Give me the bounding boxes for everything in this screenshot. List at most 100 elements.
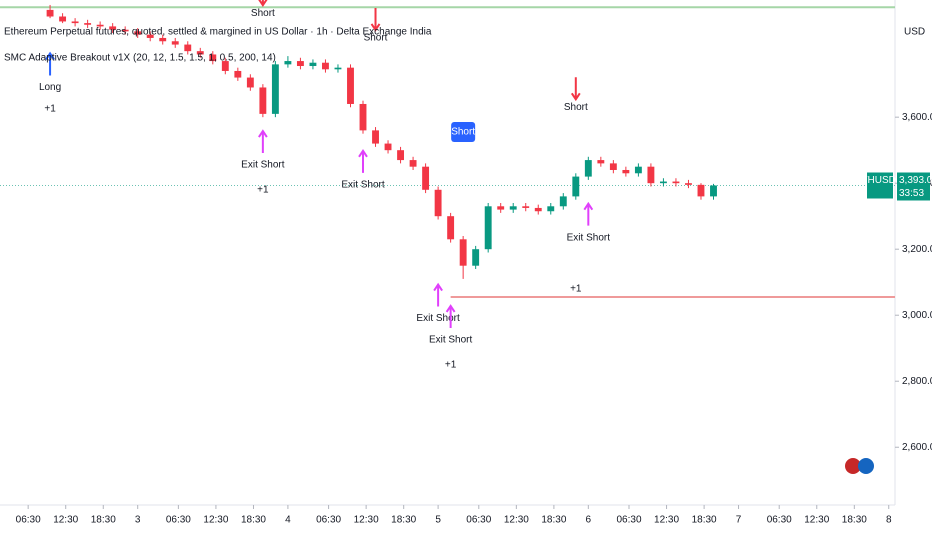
x-tick-label: 18:30 (842, 515, 867, 526)
x-tick-label: 06:30 (616, 515, 641, 526)
candle-body (59, 16, 67, 22)
x-tick-label: 7 (736, 515, 742, 526)
signal-arrow (370, 7, 381, 32)
signal-label: +1 (445, 359, 457, 370)
candle-body (622, 169, 630, 174)
y-tick-label: 3,200.00 (902, 244, 932, 255)
candle-body (422, 166, 430, 190)
candle-body (146, 34, 154, 38)
x-tick-label: 18:30 (91, 515, 116, 526)
x-tick-label: 18:30 (241, 515, 266, 526)
flag-icon (858, 458, 874, 474)
signal-arrow (258, 129, 268, 154)
candle-body (209, 54, 217, 62)
candle-body (547, 206, 555, 212)
symbol-tag (867, 172, 893, 199)
candle-body (710, 185, 717, 197)
x-tick-label: 06:30 (166, 515, 191, 526)
x-tick-label: 3 (135, 515, 141, 526)
x-tick-label: 18:30 (541, 515, 566, 526)
candle-body (334, 67, 342, 70)
candle-body (509, 206, 517, 210)
candle-body (109, 26, 117, 30)
candle-body (296, 61, 304, 67)
candle-body (46, 9, 54, 17)
signal-label: Long (39, 82, 61, 93)
candle-body (384, 143, 392, 151)
x-tick-label: 6 (586, 515, 592, 526)
x-tick-label: 12:30 (354, 515, 379, 526)
x-tick-label: 12:30 (804, 515, 829, 526)
candle-body (672, 181, 680, 184)
candle-body (284, 61, 292, 65)
signal-arrow (583, 201, 594, 226)
y-tick-label: 2,600.00 (902, 442, 932, 453)
candle-body (484, 206, 492, 250)
signal-label: Short (364, 33, 388, 44)
signal-arrow (433, 282, 443, 307)
signal-label: +1 (44, 104, 56, 115)
candle-body (221, 61, 229, 71)
signal-arrow (45, 51, 55, 76)
candle-body (246, 77, 254, 88)
x-tick-label: 06:30 (16, 515, 41, 526)
signal-label: Short (564, 102, 588, 113)
candle-body (159, 37, 167, 42)
plot: Long +1 Exit Short +1 Short Short Exit Short Sh… (0, 0, 895, 370)
candle-body (584, 160, 592, 177)
signal-arrow (570, 77, 581, 102)
candle-body (184, 44, 192, 52)
signal-label: Exit Short (341, 179, 385, 190)
indicator-label: SMC Adaptive Breakout v1X (20, 12, 1.5, … (4, 53, 276, 64)
currency: USD (904, 27, 925, 38)
chart-title: Ethereum Perpetual futures, quoted, sett… (4, 27, 432, 38)
candle-body (347, 67, 354, 104)
price-label: 3,393.00 (899, 175, 932, 186)
signal-label: +1 (257, 184, 269, 195)
signal-label: Short (251, 8, 275, 19)
candle-body (447, 216, 455, 240)
symbol-label: ETHUSD.P (855, 175, 906, 186)
x-tick-label: 12:30 (654, 515, 679, 526)
candle-body (534, 207, 542, 212)
y-tick-label: 2,800.00 (902, 376, 932, 387)
candle-body (397, 150, 405, 161)
x-tick-label: 18:30 (391, 515, 416, 526)
candle-body (271, 64, 279, 114)
candle-body (196, 51, 204, 55)
candle-body (472, 249, 480, 266)
price-tag (897, 172, 930, 201)
candle-body (322, 62, 329, 70)
candle-body (634, 166, 642, 174)
candle-body (96, 24, 104, 27)
candle-body (259, 87, 267, 114)
candle-body (597, 160, 605, 164)
signal-box (451, 122, 476, 143)
y-tick-label: 3,000.00 (902, 310, 932, 321)
candle-body (409, 160, 417, 167)
x-tick-label: 12:30 (53, 515, 78, 526)
signal-label: Exit Short (416, 313, 460, 324)
candle-body (134, 31, 142, 35)
x-tick-label: 12:30 (203, 515, 228, 526)
candle-body (434, 189, 442, 217)
candle-body (659, 181, 667, 184)
candle-body (522, 206, 530, 208)
x-tick-label: 8 (886, 515, 892, 526)
x-tick-label: 12:30 (504, 515, 529, 526)
y-tick-label: 3,600.00 (902, 112, 932, 123)
signal-arrow (445, 304, 456, 328)
candle-body (559, 196, 567, 207)
candle-body (609, 163, 617, 170)
x-tick-label: 06:30 (767, 515, 792, 526)
candle-body (84, 23, 92, 25)
candle-body (121, 29, 129, 32)
x-tick-label: 5 (435, 515, 441, 526)
candle-body (497, 206, 505, 210)
candle-body (697, 184, 705, 197)
candle-body (372, 130, 379, 144)
candle-body (685, 183, 692, 185)
x-tick-label: 18:30 (692, 515, 717, 526)
